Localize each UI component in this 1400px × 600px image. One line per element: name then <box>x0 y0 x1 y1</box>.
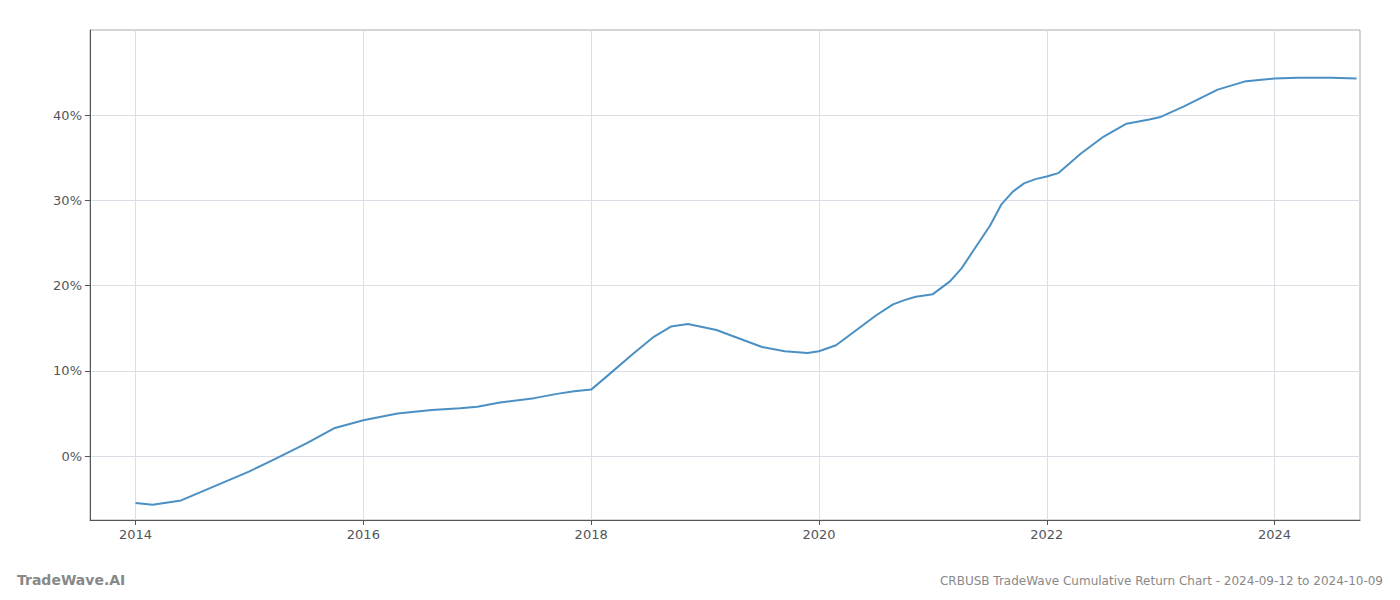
svg-text:2024: 2024 <box>1258 527 1291 542</box>
svg-text:2022: 2022 <box>1030 527 1063 542</box>
svg-text:40%: 40% <box>53 108 82 123</box>
svg-text:2014: 2014 <box>119 527 152 542</box>
svg-text:10%: 10% <box>53 363 82 378</box>
svg-text:30%: 30% <box>53 193 82 208</box>
svg-text:TradeWave.AI: TradeWave.AI <box>17 572 125 588</box>
svg-text:0%: 0% <box>61 449 82 464</box>
svg-text:20%: 20% <box>53 278 82 293</box>
svg-text:2018: 2018 <box>575 527 608 542</box>
svg-text:CRBUSB TradeWave Cumulative Re: CRBUSB TradeWave Cumulative Return Chart… <box>940 574 1383 588</box>
svg-text:2016: 2016 <box>347 527 380 542</box>
svg-text:2020: 2020 <box>802 527 835 542</box>
